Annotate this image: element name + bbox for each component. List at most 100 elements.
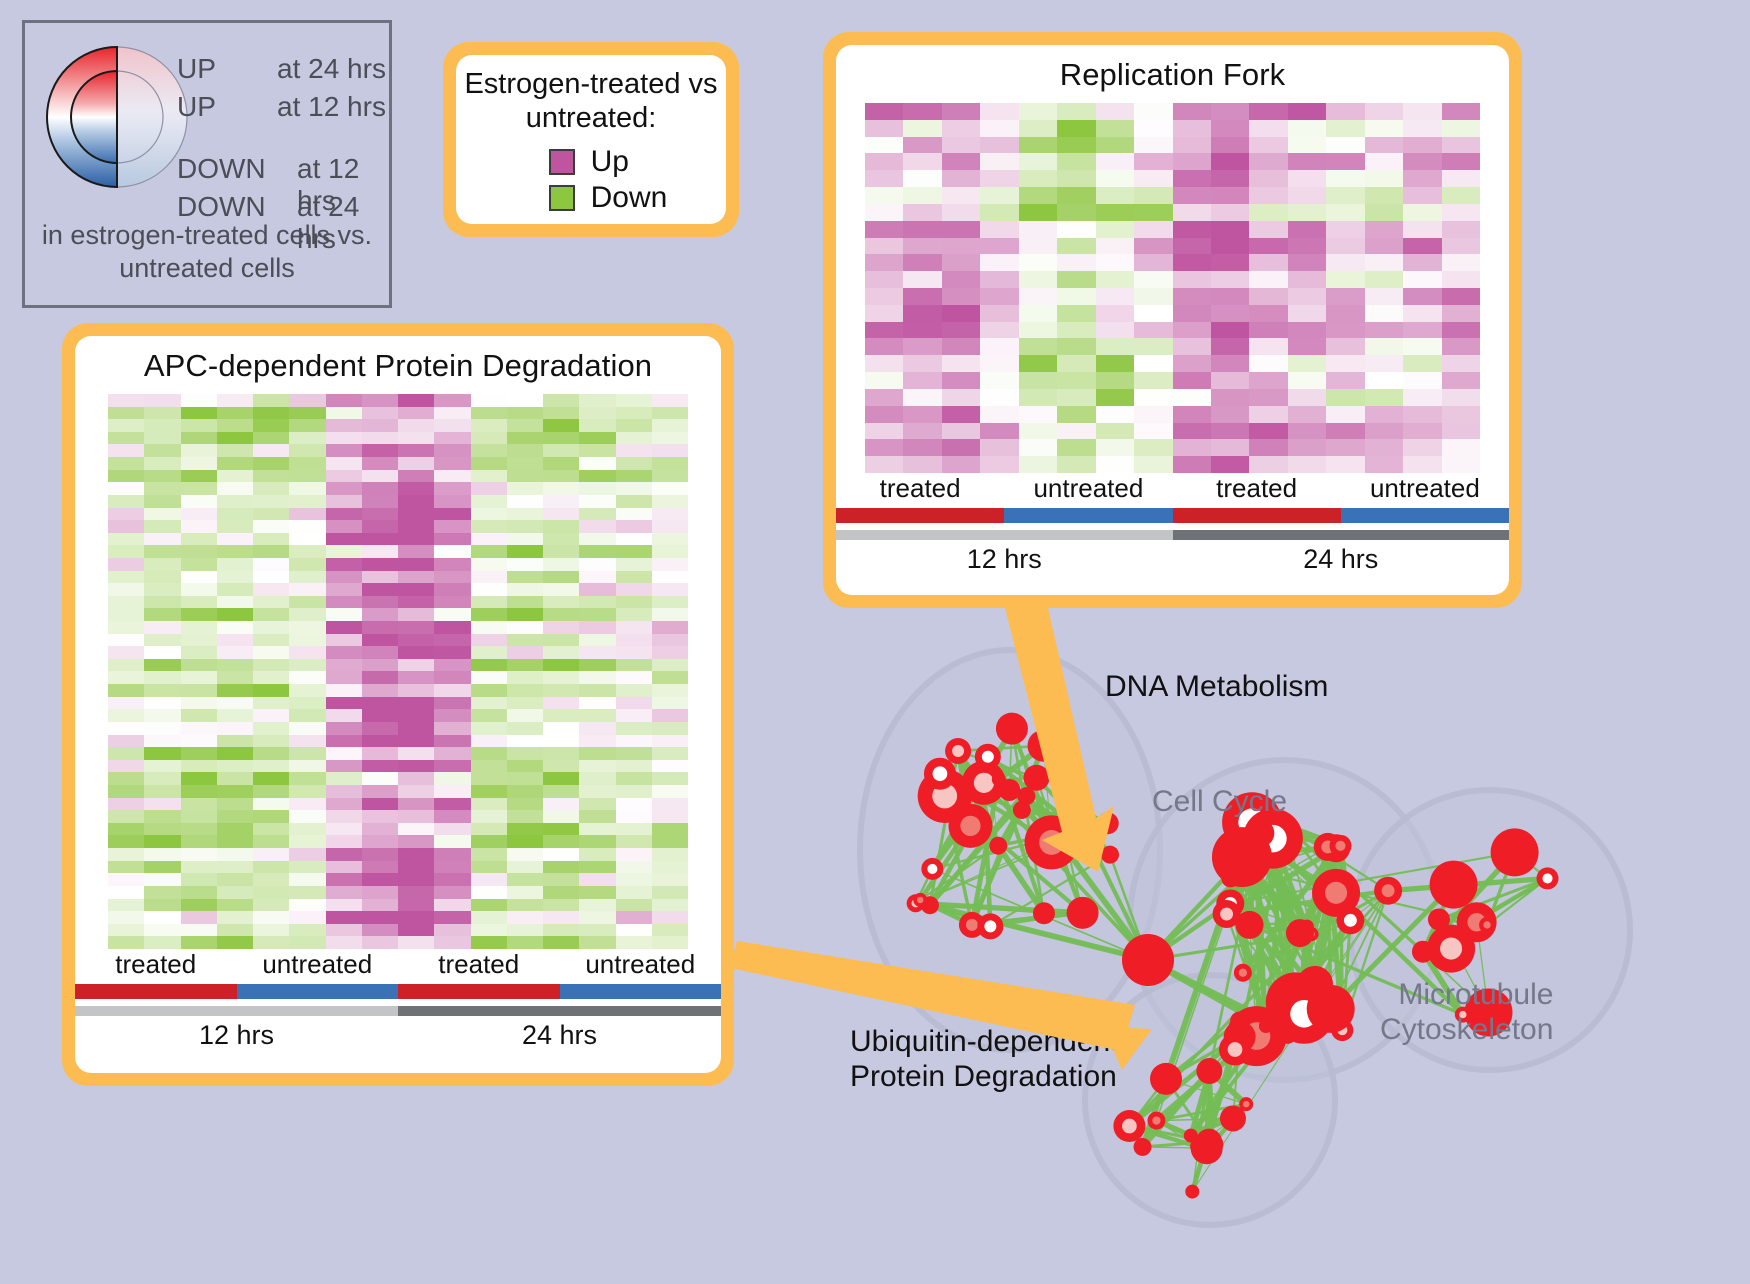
network-node[interactable] [1430,861,1478,909]
heatmap-cell [616,646,652,659]
network-node[interactable] [1196,1058,1222,1084]
heatmap-cell [217,722,253,735]
heatmap-cell [865,322,903,339]
network-node[interactable] [1307,985,1355,1033]
heatmap-cell [471,419,507,432]
network-node[interactable] [1150,1063,1182,1095]
heatmap-cell [1288,338,1326,355]
heatmap-cell [1288,305,1326,322]
heatmap-cell [507,936,543,949]
heatmap-cell [980,238,1018,255]
heatmap-cell [903,170,941,187]
heatmap-cell [543,848,579,861]
network-node[interactable] [998,779,1020,801]
network-node-core [984,920,996,932]
heatmap-cell [507,545,543,558]
heatmap-cell [865,423,903,440]
heatmap-cell [507,823,543,836]
heatmap-cell [1288,322,1326,339]
heatmap-cell [1326,305,1364,322]
heatmap-cell [289,835,325,848]
heatmap-cell [1019,137,1057,154]
heatmap-cell [507,583,543,596]
heatmap-cell [903,406,941,423]
network-node[interactable] [1212,827,1272,887]
heatmap-cell [1442,322,1480,339]
heatmap-cell [507,772,543,785]
heatmap-cell [1288,238,1326,255]
network-node[interactable] [1033,902,1055,924]
network-node[interactable] [1101,846,1119,864]
network-node[interactable] [1097,812,1119,834]
heatmap-cell [652,583,688,596]
network-node[interactable] [1250,836,1264,850]
heatmap-cell [1326,187,1364,204]
heatmap-cell [471,772,507,785]
network-node[interactable] [1278,1026,1296,1044]
heatmap-cell [217,671,253,684]
heatmap-cell [1365,389,1403,406]
heatmap-cell [398,457,434,470]
heatmap-cell [980,221,1018,238]
heatmap-cell [144,835,180,848]
heatmap-cell [362,924,398,937]
heatmap-cell [507,899,543,912]
heatmap-cell [181,634,217,647]
heatmap-cell [217,697,253,710]
heatmap-cell [579,533,615,546]
network-node[interactable] [1122,934,1174,986]
heatmap-cell [108,470,144,483]
heatmap-cell [616,634,652,647]
heatmap-cell [507,709,543,722]
heatmap-cell [471,886,507,899]
network-node[interactable] [1027,730,1059,762]
heatmap-cell [471,608,507,621]
heatmap-cell [1442,271,1480,288]
heatmap-cell [865,238,903,255]
heatmap-cell [289,861,325,874]
network-node[interactable] [1428,908,1450,930]
network-node[interactable] [1067,897,1099,929]
network-node[interactable] [1286,919,1314,947]
heatmap-cell [1288,120,1326,137]
heatmap-cell [471,457,507,470]
heatmap-cell [579,747,615,760]
heatmap-cell [543,608,579,621]
heatmap-cell [942,187,980,204]
heatmap-cell [543,444,579,457]
heatmap-cell [579,735,615,748]
heatmap-cell [1211,271,1249,288]
heatmap-cell [217,785,253,798]
heatmap-cell [1326,355,1364,372]
network-node[interactable] [1134,1138,1152,1156]
network-node[interactable] [989,837,1007,855]
heatmap-cell [1096,153,1134,170]
heatmap-cell [253,432,289,445]
heatmap-cell [144,495,180,508]
heatmap-cell [980,137,1018,154]
heatmap-cell [289,583,325,596]
network-node[interactable] [1024,765,1050,791]
heatmap-cell [865,221,903,238]
network-node[interactable] [1185,1185,1199,1199]
heatmap-cell [652,823,688,836]
heatmap-cell [543,646,579,659]
network-node[interactable] [996,713,1028,745]
heatmap-cell [543,596,579,609]
heatmap-cell [1211,137,1249,154]
down-color-swatch [549,185,575,211]
heatmap-cell [1211,372,1249,389]
heatmap-cell [398,861,434,874]
heatmap-cell [289,886,325,899]
network-node[interactable] [1491,828,1539,876]
heatmap-cell [1096,372,1134,389]
heatmap-cell [1249,137,1287,154]
network-node[interactable] [1236,911,1264,939]
network-node[interactable] [1196,1129,1222,1155]
heatmap-cell [398,621,434,634]
heatmap-cell [398,470,434,483]
heatmap-cell [144,482,180,495]
heatmap-cell [434,835,470,848]
network-node[interactable] [1259,1019,1273,1033]
heatmap-cell [1057,439,1095,456]
